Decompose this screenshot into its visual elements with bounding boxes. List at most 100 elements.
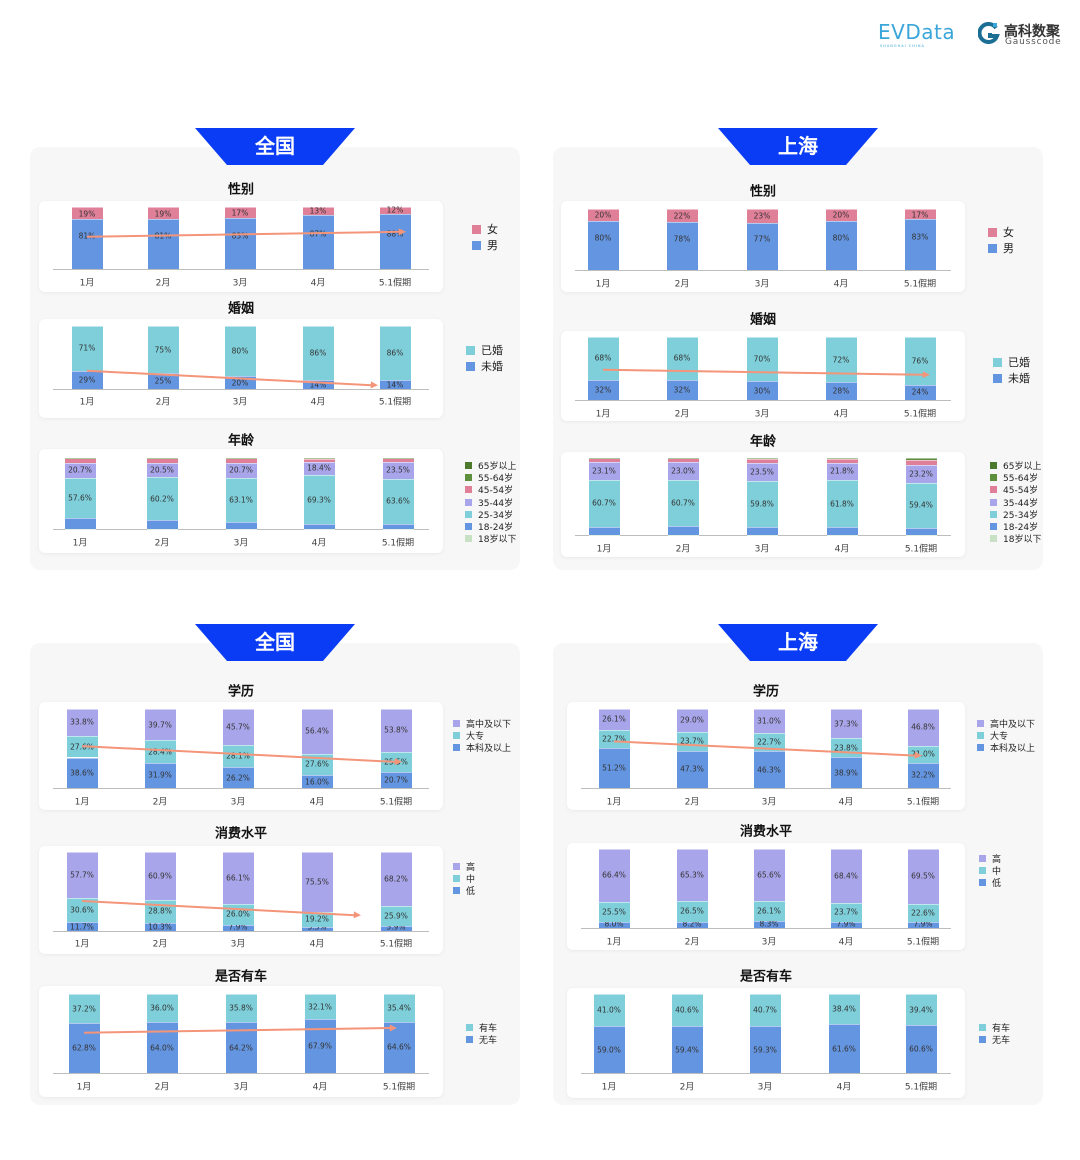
legend-item[interactable]: 有车 <box>466 1021 497 1034</box>
legend-item[interactable]: 18岁以下 <box>465 533 516 545</box>
x-tick-label: 4月 <box>833 279 849 290</box>
data-label: 56.4% <box>305 726 329 736</box>
legend-item[interactable]: 低 <box>979 877 1001 889</box>
data-label: 23.7% <box>680 736 704 746</box>
bar-segment-本科及以上 <box>222 767 254 788</box>
data-label: 63.1% <box>229 495 253 505</box>
legend-label: 有车 <box>992 1023 1011 1034</box>
legend-item[interactable]: 高 <box>979 852 1001 865</box>
legend-label: 女 <box>1003 226 1014 239</box>
legend-swatch <box>453 862 460 870</box>
legend-item[interactable]: 已婚 <box>993 354 1030 370</box>
legend-item[interactable]: 无车 <box>979 1033 1011 1046</box>
legend-item[interactable]: 高 <box>453 860 475 873</box>
bar-segment-女 <box>904 209 936 220</box>
data-label: 88% <box>386 229 404 239</box>
bar-segment-35-44岁 <box>905 464 937 483</box>
bar-segment-有车 <box>68 994 100 1024</box>
data-label: 76% <box>911 356 929 366</box>
data-label: 37.2% <box>72 1004 96 1014</box>
data-label: 70% <box>753 354 771 364</box>
legend-item[interactable]: 中 <box>979 864 1001 877</box>
x-tick-label: 1月 <box>606 937 622 948</box>
legend-item[interactable]: 65岁以上 <box>990 459 1041 472</box>
legend-item[interactable]: 女 <box>472 221 498 237</box>
data-label: 68% <box>673 353 691 363</box>
legend-item[interactable]: 已婚 <box>466 342 503 358</box>
logo-gausscode-cn: 高科数聚 <box>1004 24 1060 40</box>
legend-label: 高中及以下 <box>990 719 1036 730</box>
bar-segment-18-24岁 <box>826 527 858 535</box>
data-label: 35.8% <box>229 1003 253 1013</box>
data-label: 26.1% <box>602 714 626 724</box>
x-tick-label: 3月 <box>757 1082 773 1093</box>
bar-segment-45-54岁 <box>64 458 96 463</box>
legend-label: 大专 <box>990 731 1009 742</box>
bar-segment-有车 <box>671 994 703 1027</box>
x-tick-label: 2月 <box>152 939 168 950</box>
legend-swatch <box>977 731 984 739</box>
bar-segment-25-34岁 <box>746 481 778 528</box>
bar-segment-未婚 <box>746 381 778 400</box>
legend-label: 25-34岁 <box>1003 510 1039 521</box>
legend-swatch <box>993 373 1002 383</box>
legend-item[interactable]: 18-24岁 <box>990 521 1038 533</box>
chart-title: 年龄 <box>227 433 255 449</box>
legend-item[interactable]: 25-34岁 <box>990 508 1039 521</box>
legend-item[interactable]: 高中及以下 <box>453 717 511 730</box>
data-label: 63.6% <box>386 496 410 506</box>
legend-item[interactable]: 未婚 <box>993 370 1030 386</box>
legend-item[interactable]: 本科及以上 <box>453 742 511 754</box>
bar-segment-有车 <box>749 994 781 1027</box>
bar-segment-低 <box>676 921 708 928</box>
bar-segment-35-44岁 <box>64 462 96 478</box>
data-label: 32.1% <box>308 1002 332 1012</box>
legend-item[interactable]: 高中及以下 <box>977 717 1036 730</box>
x-tick-label: 2月 <box>155 278 171 289</box>
bar-segment-中 <box>598 901 630 922</box>
legend-item[interactable]: 25-34岁 <box>465 508 513 521</box>
legend-item[interactable]: 45-54岁 <box>990 484 1038 496</box>
legend-item[interactable]: 45-54岁 <box>465 484 513 496</box>
logo-evdata-sub: SHANGHAI CHINA <box>880 44 925 48</box>
bar-segment-女 <box>224 207 256 218</box>
legend-item[interactable]: 本科及以上 <box>977 742 1035 754</box>
legend-swatch <box>977 744 984 752</box>
x-tick-label: 1月 <box>601 1082 617 1093</box>
legend-item[interactable]: 55-64岁 <box>465 471 513 484</box>
legend-item[interactable]: 无车 <box>466 1033 497 1046</box>
data-label: 68.2% <box>384 874 408 884</box>
legend-item[interactable]: 女 <box>988 224 1014 240</box>
bar-segment-35-44岁 <box>225 462 257 478</box>
legend-item[interactable]: 有车 <box>979 1021 1011 1034</box>
data-label: 27.6% <box>305 759 329 769</box>
data-label: 59.4% <box>909 500 933 510</box>
bar-segment-25-34岁 <box>225 477 257 523</box>
x-tick-label: 1月 <box>595 409 611 420</box>
data-label: 25.9% <box>384 911 408 921</box>
data-label: 45.7% <box>226 722 250 732</box>
x-tick-label: 5.1假期 <box>906 797 940 808</box>
legend-item[interactable]: 男 <box>472 237 498 253</box>
legend-item[interactable]: 55-64岁 <box>990 471 1038 484</box>
legend-item[interactable]: 未婚 <box>466 358 503 374</box>
legend-swatch <box>466 345 475 355</box>
data-label: 59.4% <box>675 1045 699 1055</box>
legend-item[interactable]: 18岁以下 <box>990 533 1041 545</box>
legend-item[interactable]: 大专 <box>453 729 484 742</box>
legend-label: 无车 <box>992 1035 1011 1046</box>
legend-item[interactable]: 大专 <box>977 729 1009 742</box>
x-tick-label: 2月 <box>154 538 170 549</box>
bar-segment-女 <box>147 207 179 219</box>
legend-item[interactable]: 65岁以上 <box>465 459 516 472</box>
legend-item[interactable]: 35-44岁 <box>465 496 513 509</box>
x-tick-label: 4月 <box>310 278 326 289</box>
data-label: 22.7% <box>757 737 781 747</box>
legend-item[interactable]: 低 <box>453 885 475 897</box>
legend-item[interactable]: 18-24岁 <box>465 521 513 533</box>
legend-item[interactable]: 35-44岁 <box>990 496 1038 509</box>
legend-item[interactable]: 中 <box>453 872 475 885</box>
legend-label: 未婚 <box>1008 372 1030 385</box>
data-label: 17% <box>231 208 249 218</box>
legend-item[interactable]: 男 <box>988 240 1014 256</box>
